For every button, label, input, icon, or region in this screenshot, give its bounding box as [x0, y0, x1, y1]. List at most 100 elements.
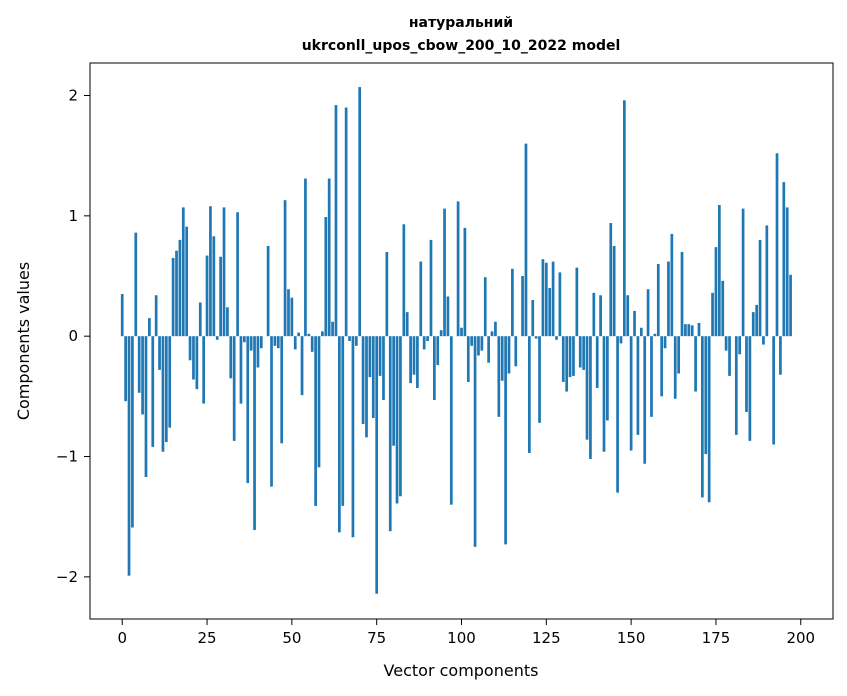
bar-187 — [755, 304, 759, 337]
bar-121 — [531, 300, 535, 337]
bar-172 — [704, 336, 708, 455]
bar-48 — [283, 200, 287, 337]
bar-130 — [561, 336, 565, 382]
bar-57 — [314, 336, 317, 506]
bar-144 — [609, 223, 613, 337]
bar-196 — [785, 207, 789, 337]
x-tick-label-200: 200 — [786, 629, 815, 647]
bar-99 — [456, 201, 460, 337]
bar-15 — [171, 257, 175, 337]
bar-195 — [782, 182, 786, 337]
bar-105 — [477, 336, 480, 356]
bar-103 — [470, 336, 474, 346]
bar-77 — [382, 336, 385, 400]
bar-119 — [524, 143, 528, 337]
bar-141 — [599, 295, 602, 337]
bar-69 — [354, 336, 358, 346]
bar-80 — [392, 336, 395, 446]
bar-23 — [198, 302, 202, 337]
x-tick-label-125: 125 — [532, 629, 561, 647]
bar-50 — [290, 297, 294, 337]
bar-137 — [585, 336, 589, 440]
bar-87 — [416, 336, 419, 388]
x-axis-label: Vector components — [384, 661, 539, 680]
x-tick-label-100: 100 — [447, 629, 476, 647]
bar-124 — [541, 259, 545, 337]
bar-163 — [673, 336, 677, 399]
bar-148 — [622, 100, 626, 337]
bar-153 — [639, 327, 643, 337]
y-ticks-group: −2 −1 0 1 2 — [56, 86, 90, 586]
bar-177 — [721, 280, 725, 337]
x-tick-label-150: 150 — [617, 629, 646, 647]
bar-164 — [677, 336, 680, 374]
bar-154 — [643, 336, 647, 464]
y-tick-label-2: 0 — [68, 327, 78, 345]
bar-73 — [368, 336, 372, 378]
bar-45 — [273, 336, 277, 346]
bar-186 — [751, 312, 755, 337]
bar-110 — [494, 321, 497, 337]
y-axis-label: Components values — [14, 262, 33, 420]
bar-150 — [629, 336, 633, 451]
bar-90 — [426, 336, 429, 341]
bar-197 — [789, 274, 792, 337]
bar-22 — [195, 336, 199, 390]
bar-193 — [775, 153, 779, 337]
bar-129 — [558, 272, 562, 337]
bar-3 — [131, 336, 134, 528]
bar-97 — [449, 336, 453, 505]
bar-33 — [232, 336, 236, 441]
bar-136 — [582, 336, 585, 370]
bar-61 — [327, 178, 331, 337]
bar-52 — [297, 332, 300, 337]
bar-28 — [215, 336, 219, 340]
bar-32 — [229, 336, 233, 379]
bar-41 — [259, 336, 263, 349]
bar-79 — [388, 336, 392, 532]
bar-43 — [266, 245, 270, 337]
bar-10 — [154, 295, 158, 337]
bar-109 — [490, 331, 494, 337]
bar-126 — [548, 288, 552, 337]
bar-140 — [595, 336, 599, 388]
bar-183 — [741, 208, 745, 337]
bar-102 — [466, 336, 470, 382]
bar-13 — [164, 336, 168, 443]
bar-152 — [636, 336, 640, 435]
bar-123 — [538, 336, 541, 423]
bar-132 — [568, 336, 572, 378]
x-tick-label-25: 25 — [198, 629, 217, 647]
bar-100 — [460, 327, 463, 337]
bar-9 — [151, 336, 155, 447]
bar-139 — [592, 292, 596, 337]
bar-131 — [565, 336, 569, 392]
bar-125 — [544, 262, 548, 337]
bar-62 — [331, 321, 334, 337]
bar-133 — [572, 336, 575, 376]
x-tick-label-0: 0 — [117, 629, 127, 647]
bar-145 — [612, 245, 616, 337]
bar-81 — [395, 336, 399, 504]
bar-40 — [256, 336, 260, 368]
bar-63 — [334, 105, 338, 337]
bar-66 — [344, 107, 348, 337]
bar-47 — [280, 336, 284, 444]
bar-149 — [626, 295, 630, 337]
bar-159 — [660, 336, 664, 397]
bar-83 — [402, 224, 406, 337]
y-tick-label-4: 2 — [68, 86, 78, 104]
bar-101 — [463, 227, 467, 337]
bar-67 — [348, 336, 351, 341]
bar-147 — [619, 336, 623, 344]
bar-127 — [551, 261, 555, 337]
bar-194 — [779, 336, 782, 375]
bar-4 — [134, 232, 138, 337]
x-tick-label-75: 75 — [367, 629, 386, 647]
bar-115 — [511, 268, 514, 337]
bar-182 — [738, 336, 742, 355]
bar-175 — [714, 247, 718, 337]
bar-18 — [181, 207, 185, 337]
bar-8 — [148, 318, 151, 337]
